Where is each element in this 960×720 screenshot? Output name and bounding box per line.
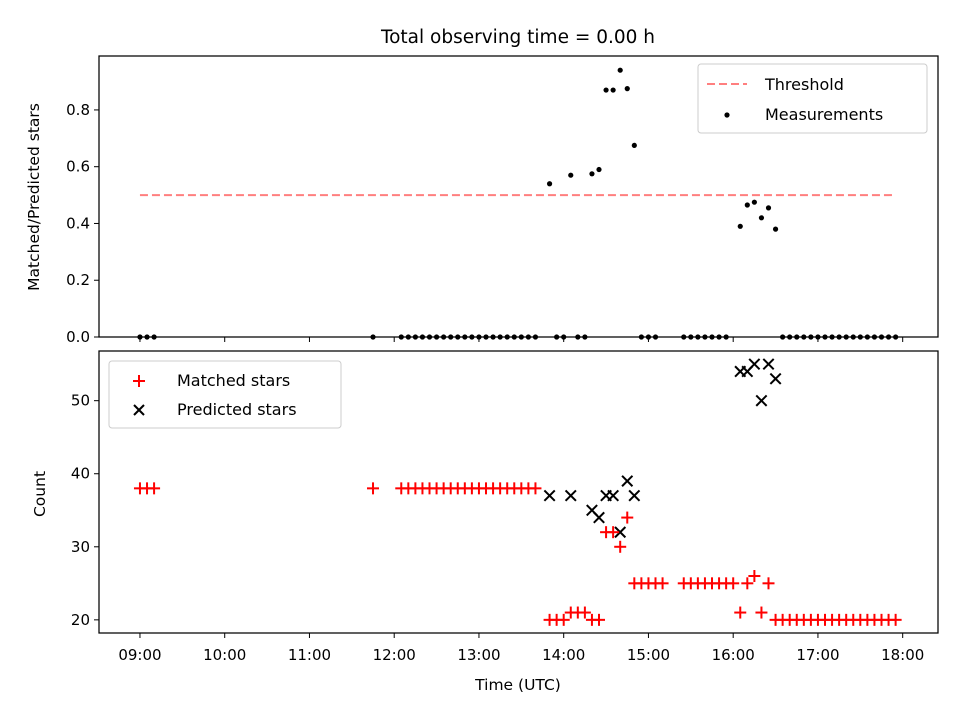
matched-star-marker (656, 577, 669, 590)
count-plot-x-tick-label: 13:00 (457, 646, 500, 664)
matched-star-marker (748, 570, 761, 583)
matched-star-marker (529, 482, 542, 495)
count-plot-legend: Matched stars Predicted stars (108, 360, 342, 429)
matched-star-marker (755, 606, 768, 619)
ratio-plot-y-tick-label: 0.2 (66, 271, 90, 289)
matched-star-marker (889, 613, 902, 626)
ratio-plot-y-tick-label: 0.8 (66, 101, 90, 119)
measurement-point (568, 172, 574, 178)
legend-measurements-swatch (724, 112, 730, 118)
count-plot-x-tick-label: 12:00 (373, 646, 416, 664)
count-plot-ticks: 09:00 10:00 11:00 12:00 13:00 14:00 15:00 16:00… (71, 392, 924, 664)
matched-star-marker (727, 577, 740, 590)
measurement-point (546, 181, 553, 187)
predicted-star-marker (593, 511, 605, 524)
count-plot-y-tick-label: 20 (71, 611, 90, 629)
count-plot-frame (98, 350, 939, 634)
ratio-plot-panel: 0.00.20.40.60.8 Matched/Predicted stars … (25, 55, 939, 346)
matched-star-marker (593, 613, 606, 626)
measurement-point (765, 205, 772, 211)
predicted-star-markers (543, 358, 782, 539)
matched-star-marker (367, 482, 380, 495)
predicted-star-marker (748, 358, 761, 371)
count-plot-x-tick-label: 18:00 (881, 646, 924, 664)
measurement-point (624, 86, 630, 92)
measurement-point (737, 223, 743, 229)
measurement-point (610, 87, 616, 93)
legend-measurements-label: Measurements (765, 105, 883, 124)
count-plot-y-tick-label: 30 (71, 538, 90, 556)
ratio-plot-y-axis-label: Matched/Predicted stars (25, 103, 43, 291)
legend-threshold-label: Threshold (764, 75, 844, 94)
count-plot-panel: 09:00 10:00 11:00 12:00 13:00 14:00 15:00 16:00… (31, 350, 939, 694)
measurement-point (617, 67, 623, 73)
predicted-star-marker (614, 526, 627, 539)
predicted-star-marker (755, 394, 768, 407)
predicted-star-marker (762, 358, 775, 371)
measurement-point (596, 166, 602, 173)
count-plot-legend-box (108, 360, 342, 429)
matched-star-marker (621, 511, 634, 524)
predicted-star-marker (564, 489, 577, 502)
chart-title: Total observing time = 0.00 h (380, 27, 655, 48)
count-plot-x-tick-label: 16:00 (712, 646, 755, 664)
count-plot-y-axis-label: Count (31, 471, 49, 517)
x-axis-label: Time (UTC) (474, 676, 561, 694)
matched-star-markers (133, 482, 902, 626)
ratio-plot-y-tick-label: 0.0 (66, 328, 90, 346)
ratio-plot-legend: Threshold Measurements (697, 63, 928, 134)
count-plot-x-tick-label: 17:00 (796, 646, 839, 664)
ratio-plot-y-tick-label: 0.4 (66, 214, 90, 232)
matched-star-marker (607, 526, 620, 539)
predicted-star-marker (769, 372, 782, 385)
count-plot-x-tick-label: 09:00 (118, 646, 161, 664)
legend-predicted-label: Predicted stars (177, 400, 297, 419)
measurement-point (772, 226, 779, 232)
matched-star-marker (741, 577, 754, 590)
ratio-plot-y-tick-label: 0.6 (66, 158, 90, 176)
predicted-star-marker (621, 475, 634, 487)
measurement-point (589, 171, 595, 177)
count-plot-x-tick-label: 14:00 (542, 646, 585, 664)
predicted-star-marker (607, 489, 620, 502)
matched-star-marker (557, 613, 570, 626)
predicted-star-marker (543, 489, 556, 502)
measurement-point (744, 202, 750, 208)
matched-star-marker (614, 540, 627, 553)
count-plot-y-tick-label: 40 (71, 465, 90, 483)
legend-matched-label: Matched stars (177, 371, 290, 390)
legend-matched-swatch (133, 375, 145, 387)
count-plot-x-tick-label: 10:00 (203, 646, 246, 664)
measurement-point (603, 87, 609, 93)
predicted-star-marker (628, 489, 641, 502)
measurement-point (758, 215, 765, 221)
matched-star-marker (148, 482, 161, 495)
count-plot-x-tick-label: 11:00 (288, 646, 331, 664)
count-plot-y-tick-label: 50 (71, 392, 90, 410)
ratio-plot-frame (98, 55, 939, 338)
matched-star-marker (578, 606, 591, 619)
matched-star-marker (762, 577, 775, 590)
matched-star-marker (734, 606, 747, 619)
count-plot-x-tick-label: 15:00 (627, 646, 670, 664)
measurement-point (751, 199, 757, 205)
measurement-point (631, 142, 637, 149)
legend-predicted-swatch (133, 404, 145, 416)
ratio-plot-legend-box (697, 63, 928, 134)
